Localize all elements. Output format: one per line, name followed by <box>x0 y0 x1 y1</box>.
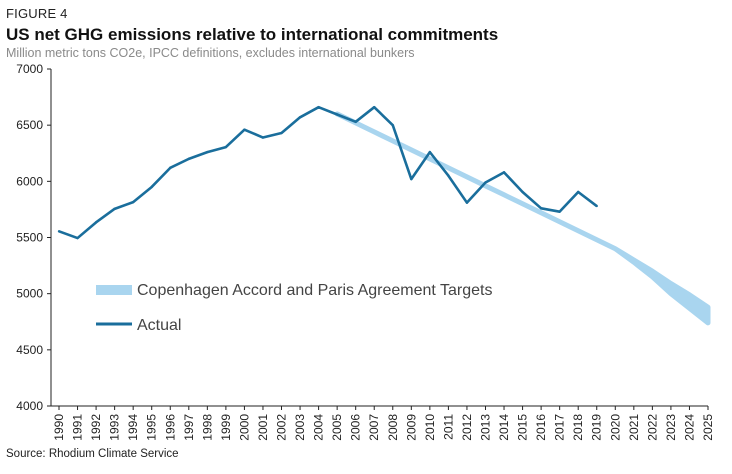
x-tick-label-2006: 2006 <box>349 414 363 441</box>
x-tick-label-2009: 2009 <box>404 414 418 441</box>
x-tick-label-2019: 2019 <box>590 414 604 441</box>
actual-line-layer <box>57 105 598 240</box>
actual-point-2009 <box>410 177 413 181</box>
actual-point-1997 <box>187 157 190 161</box>
actual-point-1996 <box>169 166 172 170</box>
y-tick-label-4000: 4000 <box>16 399 43 413</box>
actual-point-2017 <box>558 210 561 213</box>
x-tick-label-2004: 2004 <box>312 414 326 441</box>
chart-title: US net GHG emissions relative to interna… <box>6 25 499 44</box>
actual-point-2000 <box>243 128 246 131</box>
x-tick-label-2016: 2016 <box>534 414 548 441</box>
x-tick-label-2017: 2017 <box>553 414 567 441</box>
actual-point-1993 <box>113 207 116 211</box>
x-tick-label-2020: 2020 <box>608 414 622 441</box>
source-note: Source: Rhodium Climate Service <box>6 448 179 460</box>
x-tick-label-2007: 2007 <box>367 414 381 441</box>
y-tick-label-7000: 7000 <box>16 62 43 76</box>
actual-point-2016 <box>539 207 543 210</box>
actual-point-1998 <box>206 150 209 154</box>
legend: Copenhagen Accord and Paris Agreement Ta… <box>96 282 493 334</box>
x-tick-label-1997: 1997 <box>182 414 196 441</box>
x-tick-label-1990: 1990 <box>52 414 66 441</box>
legend-label-targets: Copenhagen Accord and Paris Agreement Ta… <box>137 282 493 299</box>
actual-point-2018 <box>577 190 580 194</box>
actual-point-2001 <box>261 136 265 139</box>
actual-point-2013 <box>484 181 487 184</box>
x-tick-label-2003: 2003 <box>293 414 307 441</box>
actual-point-1990 <box>57 230 61 233</box>
actual-point-2011 <box>447 174 450 177</box>
y-tick-label-6500: 6500 <box>16 118 43 132</box>
legend-swatch-targets <box>96 285 132 295</box>
actual-point-2004 <box>317 105 320 109</box>
actual-point-2002 <box>280 131 283 135</box>
x-tick-label-2015: 2015 <box>516 414 530 441</box>
actual-point-2005 <box>335 113 339 116</box>
x-tick-label-1996: 1996 <box>163 414 177 441</box>
actual-point-1995 <box>150 185 153 189</box>
x-tick-label-1995: 1995 <box>145 414 159 441</box>
actual-point-2008 <box>391 123 394 127</box>
y-tick-label-5000: 5000 <box>16 287 43 301</box>
actual-point-2010 <box>428 150 432 154</box>
actual-point-2012 <box>465 201 469 204</box>
x-tick-label-2013: 2013 <box>478 414 492 441</box>
actual-series-line <box>58 105 598 240</box>
actual-point-1991 <box>76 236 79 240</box>
actual-point-1992 <box>94 221 98 224</box>
x-tick-label-1999: 1999 <box>219 414 233 441</box>
actual-point-2019 <box>595 204 598 208</box>
x-tick-label-2010: 2010 <box>423 414 437 441</box>
axes-layer: 4000 4500 5000 5500 6000 6500 7000 1990 1991 1992… <box>16 62 715 441</box>
x-tick-label-2008: 2008 <box>386 414 400 441</box>
x-tick-label-1994: 1994 <box>126 414 140 441</box>
actual-point-2003 <box>298 116 302 119</box>
x-tick-label-2005: 2005 <box>330 414 344 441</box>
x-tick-label-1993: 1993 <box>108 414 122 441</box>
actual-point-2015 <box>521 190 524 194</box>
x-tick-label-2000: 2000 <box>237 414 251 441</box>
x-tick-label-2011: 2011 <box>441 414 455 440</box>
x-tick-label-2022: 2022 <box>645 414 659 441</box>
target-band-layer <box>334 111 711 326</box>
y-tick-label-6000: 6000 <box>16 174 43 188</box>
x-tick-label-2025: 2025 <box>701 414 715 441</box>
actual-point-1999 <box>224 145 228 149</box>
legend-label-actual: Actual <box>137 317 181 334</box>
actual-point-2014 <box>502 171 506 174</box>
actual-point-2006 <box>354 120 357 124</box>
x-tick-label-2018: 2018 <box>571 414 585 441</box>
x-tick-label-1992: 1992 <box>89 414 103 441</box>
y-tick-label-4500: 4500 <box>16 343 43 357</box>
x-tick-label-2021: 2021 <box>627 414 641 441</box>
x-tick-label-2012: 2012 <box>460 414 474 441</box>
x-tick-label-2024: 2024 <box>682 414 696 441</box>
actual-point-2007 <box>373 105 376 109</box>
x-tick-label-1998: 1998 <box>200 414 214 441</box>
x-tick-label-2023: 2023 <box>664 414 678 441</box>
x-tick-label-1991: 1991 <box>71 414 85 441</box>
x-tick-label-2001: 2001 <box>256 414 270 441</box>
x-tick-label-2014: 2014 <box>497 414 511 441</box>
figure-label: FIGURE 4 <box>6 6 68 21</box>
target-band <box>334 111 711 326</box>
y-tick-label-5500: 5500 <box>16 231 43 245</box>
actual-point-1994 <box>131 200 135 204</box>
x-tick-label-2002: 2002 <box>275 414 289 441</box>
chart-subtitle: Million metric tons CO2e, IPCC definitio… <box>6 46 415 60</box>
